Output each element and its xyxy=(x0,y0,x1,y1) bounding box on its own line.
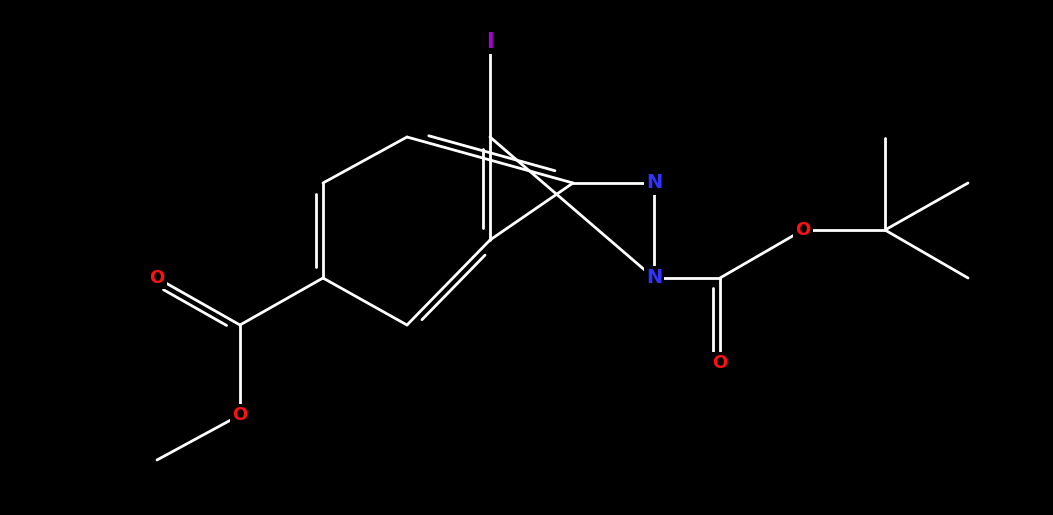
Text: O: O xyxy=(713,354,728,372)
Text: I: I xyxy=(486,32,494,52)
Text: O: O xyxy=(150,269,164,287)
Text: N: N xyxy=(645,174,662,193)
Text: O: O xyxy=(233,406,247,424)
Text: O: O xyxy=(795,221,811,239)
Text: N: N xyxy=(645,268,662,287)
